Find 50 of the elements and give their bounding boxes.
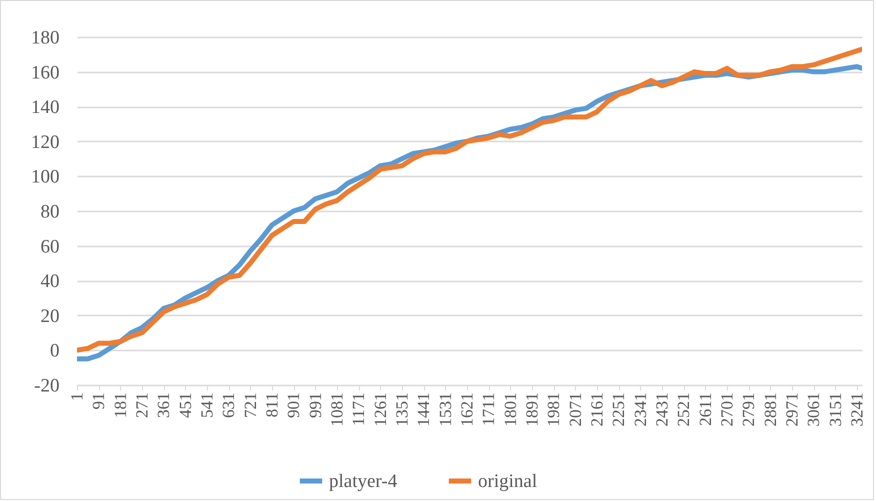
y-tick-label: 140 xyxy=(31,97,60,118)
y-tick-label: -20 xyxy=(34,376,60,396)
x-tick-label: 901 xyxy=(284,392,304,418)
x-tick-label: 1621 xyxy=(457,392,476,426)
x-tick-label: 3151 xyxy=(826,392,845,426)
x-tick-label: 2521 xyxy=(674,392,694,426)
y-tick-label: 0 xyxy=(50,340,60,362)
x-tick-label: 1261 xyxy=(370,392,390,426)
x-tick-label: 721 xyxy=(240,392,260,418)
x-tick-label: 1 xyxy=(68,392,86,401)
x-tick-label: 3241 xyxy=(847,392,866,426)
x-tick-label: 1351 xyxy=(392,392,412,426)
y-tick-label: 180 xyxy=(31,28,60,48)
x-tick-label: 181 xyxy=(110,392,130,418)
x-tick-label: 991 xyxy=(306,392,325,418)
x-tick-label: 541 xyxy=(197,392,216,418)
x-tick-label: 1801 xyxy=(500,392,520,426)
x-tick-label: 271 xyxy=(132,392,152,418)
x-tick-label: 91 xyxy=(89,392,108,410)
y-tick-label: 60 xyxy=(40,236,60,258)
y-tick-label: 20 xyxy=(40,306,60,327)
x-tick-label: 2791 xyxy=(739,392,758,426)
y-tick-label: 80 xyxy=(40,202,60,222)
x-tick-label: 451 xyxy=(176,392,195,418)
x-tick-label: 2881 xyxy=(760,392,780,426)
y-tick-label: 160 xyxy=(31,62,60,84)
x-tick-label: 1891 xyxy=(522,392,542,426)
x-tick-label: 811 xyxy=(262,392,282,418)
x-tick-label: 2701 xyxy=(717,392,736,426)
x-tick-label: 1981 xyxy=(544,392,564,426)
x-tick-label: 2431 xyxy=(652,392,672,426)
x-tick-label: 3061 xyxy=(804,392,824,426)
y-tick-label: 40 xyxy=(40,271,60,292)
x-tick-label: 631 xyxy=(219,392,238,418)
x-tick-label: 2071 xyxy=(566,392,585,426)
x-tick-label: 2611 xyxy=(696,392,715,426)
x-tick-label: 2971 xyxy=(782,392,802,426)
x-tick-label: 1531 xyxy=(436,392,455,426)
x-tick-label: 1441 xyxy=(414,392,434,426)
x-tick-label: 2161 xyxy=(587,392,606,426)
y-tick-label: 120 xyxy=(31,132,60,153)
y-tick-label: 100 xyxy=(31,166,60,188)
x-tick-label: 1081 xyxy=(327,392,346,426)
x-tick-label: 361 xyxy=(154,392,174,418)
x-tick-label: 1711 xyxy=(479,392,498,426)
x-tick-label: 2251 xyxy=(609,392,628,426)
legend-label: platyer-4 xyxy=(329,471,398,492)
x-tick-label: 1171 xyxy=(349,392,368,426)
x-tick-label: 2341 xyxy=(630,392,650,426)
legend-label: original xyxy=(478,471,538,492)
